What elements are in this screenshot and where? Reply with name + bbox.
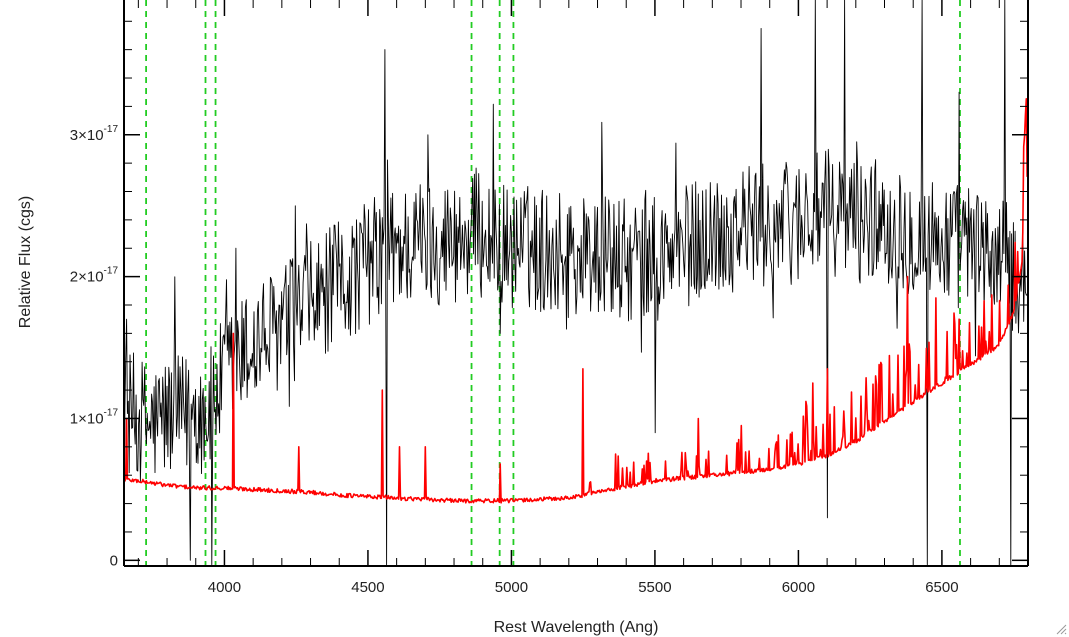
x-axis-title: Rest Wavelength (Ang) [494, 619, 659, 636]
x-tick-label-5500: 5500 [638, 579, 671, 596]
x-tick-label-4000: 4000 [208, 579, 241, 596]
series-1 [124, 98, 1028, 504]
y-tick-label-3: 3×10-17 [70, 124, 119, 144]
series-layer [124, 0, 1028, 566]
series-1-line [124, 98, 1028, 504]
emission-line-markers [145, 0, 961, 566]
y-tick-label-1: 1×10-17 [70, 407, 119, 427]
y-axis-title: Relative Flux (cgs) [17, 196, 34, 328]
y-tick-label-0: 0 [110, 552, 118, 569]
y-tick-label-2: 2×10-17 [70, 266, 119, 286]
series-0 [124, 0, 1028, 566]
x-tick-label-4500: 4500 [351, 579, 384, 596]
series-0-line [124, 0, 1028, 566]
x-tick-label-6500: 6500 [925, 579, 958, 596]
axes-layer: 4000 4500 5000 5500 6000 6500 0 1×10-17 2×10-17 3… [70, 0, 1029, 596]
x-tick-label-5000: 5000 [495, 579, 528, 596]
resize-grip-icon[interactable] [1055, 623, 1067, 635]
x-tick-label-6000: 6000 [782, 579, 815, 596]
